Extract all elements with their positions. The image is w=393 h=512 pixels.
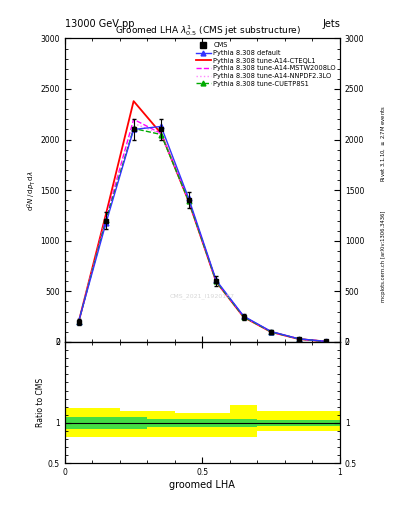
X-axis label: groomed LHA: groomed LHA (169, 480, 235, 490)
Text: 13000 GeV pp: 13000 GeV pp (65, 19, 134, 29)
Legend: CMS, Pythia 8.308 default, Pythia 8.308 tune-A14-CTEQL1, Pythia 8.308 tune-A14-M: CMS, Pythia 8.308 default, Pythia 8.308 … (193, 40, 339, 90)
Y-axis label: Ratio to CMS: Ratio to CMS (36, 378, 45, 427)
Text: Jets: Jets (322, 19, 340, 29)
Text: mcplots.cern.ch [arXiv:1306.3436]: mcplots.cern.ch [arXiv:1306.3436] (381, 210, 386, 302)
Text: CMS_2021_I1920187: CMS_2021_I1920187 (170, 293, 235, 299)
Title: Groomed LHA $\lambda^{1}_{0.5}$ (CMS jet substructure): Groomed LHA $\lambda^{1}_{0.5}$ (CMS jet… (115, 24, 301, 38)
Y-axis label: $\mathrm{d}^2N\,/\,\mathrm{d}p_\mathrm{T}\,\mathrm{d}\lambda$: $\mathrm{d}^2N\,/\,\mathrm{d}p_\mathrm{T… (25, 170, 38, 210)
Text: Rivet 3.1.10, $\geq$ 2.7M events: Rivet 3.1.10, $\geq$ 2.7M events (379, 105, 387, 182)
